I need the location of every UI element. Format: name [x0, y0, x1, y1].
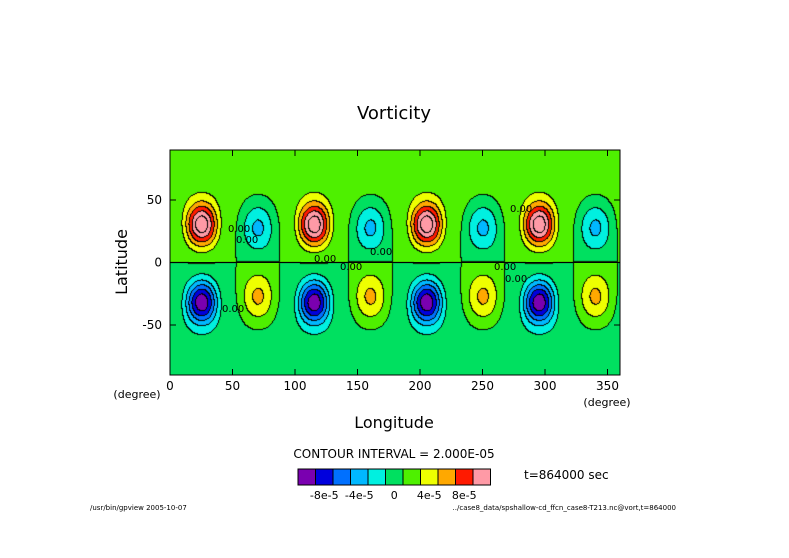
colorbar	[297, 468, 491, 486]
x-tick-label: 300	[534, 379, 557, 393]
contour-label: 0.00	[510, 204, 532, 215]
x-tick-label: 50	[225, 379, 240, 393]
x-tick-label: 250	[471, 379, 494, 393]
colorbar-swatch	[332, 468, 351, 486]
x-tick-label: 150	[346, 379, 369, 393]
colorbar-swatch	[385, 468, 404, 486]
x-axis-label: Longitude	[354, 413, 434, 432]
contour-label: 0.00	[236, 235, 258, 246]
contour-label: 0.00	[340, 262, 362, 273]
chart-title: Vorticity	[357, 103, 431, 124]
colorbar-tick-label: 4e-5	[417, 489, 442, 502]
contour-label: 0.00	[370, 247, 392, 258]
contour-label: 0.00	[222, 304, 244, 315]
colorbar-swatch	[420, 468, 439, 486]
colorbar-swatch	[402, 468, 421, 486]
colorbar-swatch	[315, 468, 334, 486]
time-text: t=864000 sec	[524, 468, 609, 482]
contour-label: 0.00	[228, 224, 250, 235]
contour-plot: 0.000.000.000.000.000.000.000.000.00	[169, 149, 621, 376]
colorbar-tick-label: 0	[391, 489, 398, 502]
colorbar-swatch	[367, 468, 386, 486]
contour-label: 0.00	[505, 274, 527, 285]
colorbar-swatch	[455, 468, 474, 486]
colorbar-swatch	[472, 468, 491, 486]
contour-label: 0.00	[314, 254, 336, 265]
y-axis-unit: (degree)	[113, 388, 160, 401]
y-tick-label: 50	[147, 193, 162, 207]
x-tick-label: 0	[166, 379, 174, 393]
colorbar-swatch	[437, 468, 456, 486]
contour-label: 0.00	[494, 262, 516, 273]
footer-left: /usr/bin/gpview 2005-10-07	[90, 504, 187, 512]
x-axis-unit: (degree)	[583, 396, 630, 409]
x-tick-label: 200	[409, 379, 432, 393]
contour-interval-text: CONTOUR INTERVAL = 2.000E-05	[293, 447, 494, 461]
footer-right: ../case8_data/spshallow-cd_ffcn_case8-T2…	[453, 504, 676, 512]
y-tick-label: 0	[154, 256, 162, 270]
colorbar-tick-label: -8e-5	[310, 489, 339, 502]
colorbar-tick-label: 8e-5	[452, 489, 477, 502]
colorbar-swatch	[350, 468, 369, 486]
y-tick-label: -50	[142, 318, 162, 332]
y-axis: -50 0 50	[142, 193, 620, 332]
colorbar-tick-labels: -8e-5 -4e-5 0 4e-5 8e-5	[310, 489, 477, 502]
y-axis-label: Latitude	[112, 229, 131, 295]
x-tick-label: 350	[596, 379, 619, 393]
x-axis: 0 50 100 150 200 250 300 350	[166, 150, 619, 393]
colorbar-tick-label: -4e-5	[345, 489, 374, 502]
x-tick-label: 100	[284, 379, 307, 393]
contour-label-group: 0.000.000.000.000.000.000.000.000.00	[222, 204, 532, 315]
colorbar-swatch	[297, 468, 316, 486]
